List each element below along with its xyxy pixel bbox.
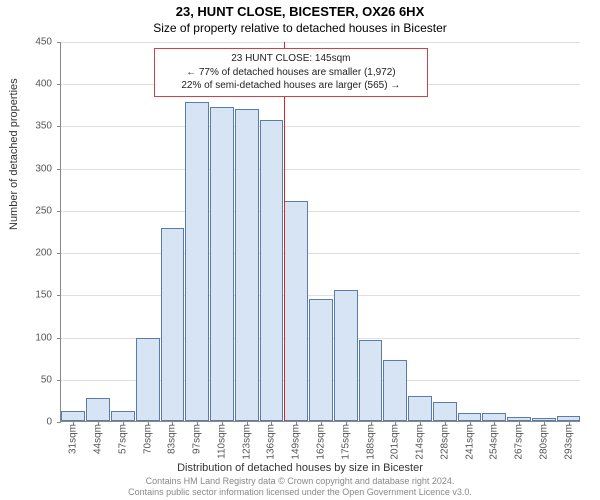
gridline [61,211,580,212]
gridline [61,42,580,43]
x-tick-label: 136sqm [266,424,277,460]
histogram-bar [284,201,308,421]
x-tick-label: 57sqm [117,424,128,454]
page-title: 23, HUNT CLOSE, BICESTER, OX26 6HX [0,0,600,19]
annotation-line: 22% of semi-detached houses are larger (… [161,79,421,93]
y-tick-label: 200 [22,248,52,259]
y-tick-label: 0 [22,417,52,428]
y-tick-label: 100 [22,332,52,343]
gridline [61,126,580,127]
footer-line-1: Contains HM Land Registry data © Crown c… [0,476,600,487]
histogram-bar [309,299,333,421]
histogram-bar [136,338,160,421]
x-tick-label: 31sqm [68,424,79,454]
y-tick-mark [57,253,61,254]
x-tick-label: 70sqm [142,424,153,454]
histogram-bar [260,120,284,421]
histogram-bar [458,413,482,421]
x-tick-label: 188sqm [365,424,376,460]
x-tick-label: 228sqm [439,424,450,460]
marker-line [284,42,285,421]
x-tick-label: 267sqm [514,424,525,460]
histogram-bar [334,290,358,421]
y-axis-label: Number of detached properties [8,78,20,230]
x-tick-label: 162sqm [316,424,327,460]
x-tick-label: 83sqm [167,424,178,454]
histogram-bar [61,411,85,421]
y-tick-mark [57,42,61,43]
annotation-line: ← 77% of detached houses are smaller (1,… [161,66,421,80]
histogram-bar [359,340,383,421]
y-tick-label: 300 [22,163,52,174]
gridline [61,169,580,170]
plot-area: 31sqm44sqm57sqm70sqm83sqm97sqm110sqm123s… [60,42,580,422]
y-tick-mark [57,380,61,381]
annotation-box: 23 HUNT CLOSE: 145sqm← 77% of detached h… [154,48,428,97]
histogram-bar [235,109,259,421]
x-tick-label: 214sqm [415,424,426,460]
y-tick-mark [57,126,61,127]
histogram-bar [185,102,209,421]
y-tick-label: 350 [22,121,52,132]
histogram-bar [111,411,135,421]
gridline [61,295,580,296]
x-tick-label: 241sqm [464,424,475,460]
histogram-bar [383,360,407,421]
y-tick-label: 250 [22,205,52,216]
histogram-bar [433,402,457,421]
histogram-bar [408,396,432,421]
x-tick-label: 123sqm [241,424,252,460]
x-tick-label: 201sqm [390,424,401,460]
x-tick-label: 110sqm [216,424,227,459]
y-tick-mark [57,338,61,339]
y-tick-mark [57,295,61,296]
annotation-line: 23 HUNT CLOSE: 145sqm [161,52,421,66]
x-tick-label: 280sqm [538,424,549,460]
y-tick-mark [57,84,61,85]
y-tick-mark [57,211,61,212]
y-tick-label: 400 [22,79,52,90]
histogram-bar [482,413,506,421]
gridline [61,253,580,254]
histogram-bar [161,228,185,421]
footer-line-2: Contains public sector information licen… [0,487,600,498]
y-tick-label: 450 [22,37,52,48]
x-tick-label: 44sqm [93,424,104,454]
x-tick-label: 254sqm [489,424,500,460]
x-tick-label: 293sqm [563,424,574,460]
histogram-bar [210,107,234,421]
y-tick-mark [57,422,61,423]
histogram-bar [86,398,110,421]
y-tick-label: 50 [22,374,52,385]
chart-container: 23, HUNT CLOSE, BICESTER, OX26 6HX Size … [0,0,600,500]
page-subtitle: Size of property relative to detached ho… [0,19,600,35]
x-tick-label: 149sqm [291,424,302,460]
x-tick-label: 175sqm [340,424,351,460]
x-axis-label: Distribution of detached houses by size … [0,462,600,474]
y-tick-mark [57,169,61,170]
y-tick-label: 150 [22,290,52,301]
x-tick-label: 97sqm [192,424,203,454]
footer: Contains HM Land Registry data © Crown c… [0,476,600,498]
